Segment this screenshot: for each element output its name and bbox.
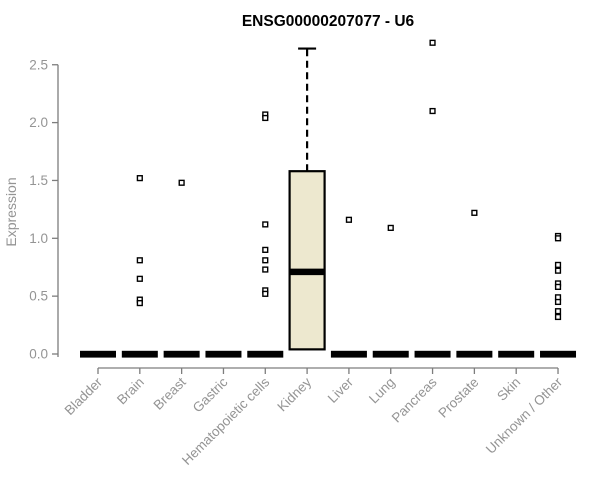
outlier-point <box>262 257 269 264</box>
outlier-point <box>262 221 269 228</box>
outlier-point <box>554 313 562 321</box>
x-category-label: Kidney <box>274 374 314 414</box>
x-category-label: Gastric <box>190 374 231 415</box>
zero-box-gastric <box>205 350 242 358</box>
y-tick-label: 1.5 <box>29 173 48 188</box>
zero-box-prostate <box>456 350 493 358</box>
outlier-point <box>429 39 436 46</box>
outlier-point <box>136 175 143 182</box>
y-tick-label: 2.5 <box>29 57 48 72</box>
outlier-point <box>554 283 562 290</box>
zero-box-brain <box>121 350 158 358</box>
x-category-label: Breast <box>151 374 189 412</box>
x-category-label: Skin <box>494 375 523 404</box>
zero-box-pancreas <box>414 350 451 358</box>
outlier-point <box>262 290 269 297</box>
outlier-point <box>554 267 562 274</box>
outlier-point <box>387 224 394 231</box>
outlier-point <box>178 179 185 186</box>
outlier-point <box>471 209 478 216</box>
outlier-point <box>554 235 562 242</box>
data-layer <box>80 39 577 358</box>
outlier-point <box>262 114 269 122</box>
outlier-point <box>136 299 143 307</box>
x-category-label: Pancreas <box>389 374 440 425</box>
outlier-point <box>554 298 562 306</box>
outlier-point <box>136 275 143 282</box>
x-category-label: Bladder <box>62 374 106 418</box>
zero-box-unknown-other <box>540 350 577 358</box>
x-category-label: Liver <box>325 374 357 406</box>
zero-box-skin <box>498 350 535 358</box>
outlier-point <box>262 246 269 253</box>
y-tick-label: 0.5 <box>29 289 48 304</box>
outlier-point <box>262 266 269 273</box>
outlier-point <box>345 216 353 223</box>
y-tick-label: 2.0 <box>29 115 48 130</box>
outlier-point <box>429 107 436 115</box>
x-category-label: Unknown / Other <box>483 374 566 457</box>
y-axis-title: Expression <box>3 177 19 246</box>
zero-box-liver <box>330 350 367 358</box>
outlier-point <box>136 257 143 264</box>
zero-box-bladder <box>80 350 116 358</box>
x-category-label: Brain <box>114 375 147 408</box>
x-category-label: Prostate <box>435 375 481 421</box>
outlier-point <box>554 261 562 269</box>
zero-box-hematopoietic-cells <box>247 350 284 358</box>
zero-box-breast <box>163 350 200 358</box>
zero-box-lung <box>372 350 409 358</box>
y-tick-label: 0.0 <box>29 347 48 362</box>
outlier-point <box>554 308 562 315</box>
chart-title: ENSG00000207077 - U6 <box>242 13 415 30</box>
y-tick-label: 1.0 <box>29 231 48 246</box>
box-kidney <box>288 170 326 351</box>
axes-layer: 0.0 0.5 1.0 1.5 2.0 2.5 Expression Bladder Brain… <box>3 57 565 468</box>
x-category-label: Lung <box>366 375 398 407</box>
